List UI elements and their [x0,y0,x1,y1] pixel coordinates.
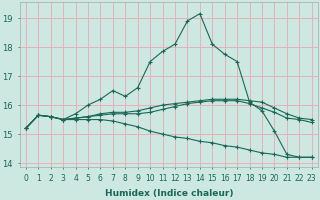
X-axis label: Humidex (Indice chaleur): Humidex (Indice chaleur) [105,189,233,198]
